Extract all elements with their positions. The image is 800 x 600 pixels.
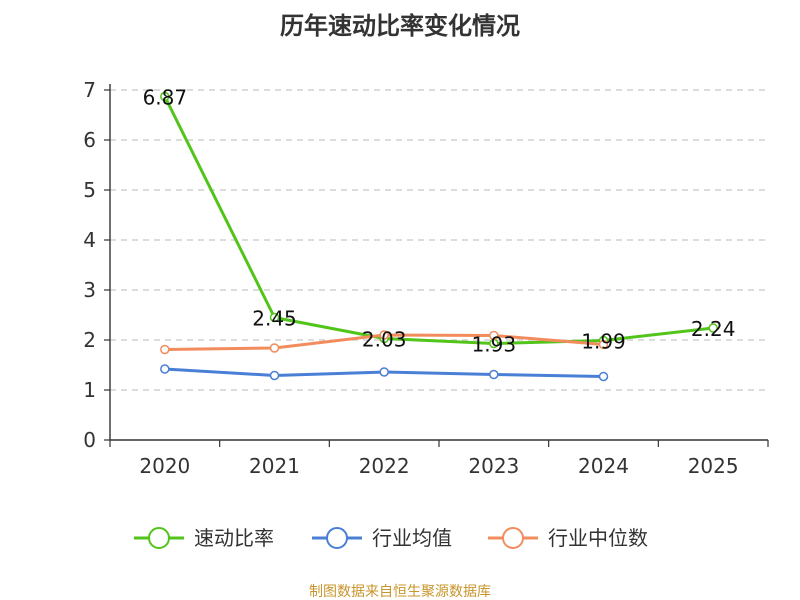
legend-label: 速动比率 <box>194 526 274 550</box>
legend-marker-icon <box>148 527 170 549</box>
y-tick-label: 0 <box>83 428 96 452</box>
data-label: 2.24 <box>691 317 736 341</box>
y-tick-label: 5 <box>83 178 96 202</box>
x-tick-label: 2024 <box>578 454 629 478</box>
data-point <box>598 371 609 382</box>
data-label: 2.03 <box>362 328 407 352</box>
y-tick-label: 7 <box>83 78 96 102</box>
axis-layer: 0 1 2 3 4 5 6 7 2020 2021 2022 2023 2024 2025 <box>83 78 769 478</box>
legend-marker-icon <box>502 527 524 549</box>
source-note: 制图数据来自恒生聚源数据库 <box>309 584 491 600</box>
data-point <box>379 367 389 377</box>
data-point <box>489 330 499 341</box>
y-tick-label: 1 <box>83 378 96 402</box>
x-tick-label: 2020 <box>139 454 190 478</box>
data-point <box>489 369 499 380</box>
data-label: 1.93 <box>472 333 517 357</box>
data-point <box>708 323 718 333</box>
series-line <box>163 95 714 345</box>
legend-marker-icon <box>326 527 348 549</box>
legend: 速动比率 行业均值 行业中位数 <box>134 526 648 550</box>
data-point <box>598 339 609 350</box>
series-layer <box>160 91 718 382</box>
data-point <box>269 343 280 353</box>
data-point <box>269 312 280 323</box>
x-tick-label: 2025 <box>688 454 739 478</box>
y-tick-label: 4 <box>83 228 96 252</box>
y-tick-label: 3 <box>83 278 96 302</box>
x-tick-label: 2021 <box>249 454 300 478</box>
data-point <box>269 370 280 381</box>
data-label: 2.45 <box>252 307 297 331</box>
y-tick-label: 6 <box>83 128 96 152</box>
y-tick-label: 2 <box>83 328 96 352</box>
x-tick-label: 2023 <box>468 454 519 478</box>
data-label: 1.99 <box>581 330 626 354</box>
data-label-layer: 6.87 2.45 2.03 1.93 1.99 2.24 <box>143 86 736 357</box>
data-label: 6.87 <box>143 86 188 110</box>
chart-title: 历年速动比率变化情况 <box>280 12 520 40</box>
data-point <box>160 344 170 355</box>
data-point <box>379 330 389 340</box>
x-tick-label: 2022 <box>359 454 410 478</box>
grid-layer <box>110 89 768 391</box>
data-point <box>160 91 170 102</box>
legend-label: 行业中位数 <box>548 526 648 550</box>
legend-label: 行业均值 <box>372 526 452 550</box>
data-point <box>160 364 170 374</box>
